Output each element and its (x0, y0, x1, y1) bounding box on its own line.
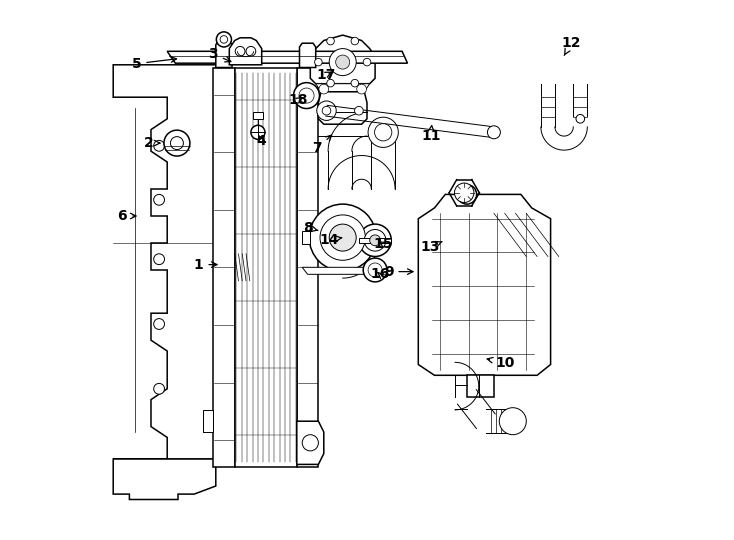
Polygon shape (302, 267, 383, 274)
Circle shape (235, 46, 245, 56)
Circle shape (351, 37, 359, 45)
Polygon shape (203, 410, 213, 432)
Circle shape (317, 101, 336, 120)
Text: 17: 17 (317, 68, 336, 82)
Polygon shape (297, 68, 319, 467)
Polygon shape (467, 375, 494, 397)
Circle shape (302, 435, 319, 451)
Circle shape (153, 319, 164, 329)
Circle shape (368, 117, 399, 147)
Circle shape (153, 254, 164, 265)
Circle shape (454, 183, 474, 202)
Polygon shape (319, 92, 367, 124)
Circle shape (153, 140, 164, 151)
Polygon shape (235, 68, 297, 467)
Circle shape (368, 263, 382, 277)
Circle shape (164, 130, 190, 156)
Polygon shape (229, 38, 262, 65)
Text: 16: 16 (370, 267, 390, 281)
Circle shape (370, 235, 380, 246)
Polygon shape (216, 40, 232, 68)
Polygon shape (113, 65, 216, 459)
Circle shape (355, 106, 363, 115)
Circle shape (170, 137, 184, 150)
Text: 15: 15 (374, 237, 393, 251)
Circle shape (217, 32, 231, 47)
Polygon shape (418, 194, 550, 375)
Circle shape (357, 84, 366, 94)
Circle shape (364, 230, 386, 251)
Text: 7: 7 (313, 135, 332, 156)
Circle shape (319, 84, 329, 94)
Circle shape (322, 106, 331, 115)
Circle shape (309, 204, 377, 271)
Polygon shape (167, 51, 407, 63)
Circle shape (330, 224, 356, 251)
Circle shape (457, 185, 476, 204)
Circle shape (374, 124, 392, 141)
Circle shape (487, 126, 501, 139)
Circle shape (462, 190, 472, 199)
Circle shape (251, 125, 265, 139)
Polygon shape (359, 238, 391, 243)
Circle shape (327, 37, 334, 45)
Polygon shape (302, 231, 310, 244)
Circle shape (330, 49, 356, 76)
Polygon shape (113, 459, 216, 500)
Circle shape (153, 383, 164, 394)
Polygon shape (253, 112, 263, 119)
Text: 1: 1 (194, 258, 217, 272)
Text: 6: 6 (117, 209, 136, 223)
Text: 12: 12 (562, 36, 581, 56)
Polygon shape (213, 68, 235, 467)
Circle shape (246, 46, 255, 56)
Circle shape (363, 58, 371, 66)
Circle shape (576, 114, 584, 123)
Polygon shape (316, 84, 370, 92)
Circle shape (338, 220, 348, 231)
Circle shape (499, 408, 526, 435)
Circle shape (327, 79, 334, 87)
Text: 13: 13 (420, 240, 442, 254)
Text: 8: 8 (302, 221, 318, 235)
Circle shape (299, 88, 314, 103)
Polygon shape (299, 43, 316, 68)
Circle shape (363, 258, 387, 282)
Text: 2: 2 (143, 136, 160, 150)
Circle shape (153, 194, 164, 205)
Polygon shape (330, 219, 356, 232)
Text: 4: 4 (257, 134, 266, 149)
Polygon shape (203, 410, 213, 432)
Text: 3: 3 (208, 47, 231, 62)
Circle shape (335, 55, 349, 69)
Circle shape (351, 79, 359, 87)
Circle shape (315, 58, 322, 66)
Text: 14: 14 (319, 233, 342, 247)
Text: 18: 18 (288, 93, 308, 107)
Text: 10: 10 (487, 356, 515, 370)
Circle shape (359, 224, 391, 256)
Circle shape (320, 215, 366, 260)
Circle shape (294, 83, 319, 109)
Circle shape (220, 36, 228, 43)
Text: 11: 11 (421, 125, 440, 143)
Polygon shape (310, 35, 375, 84)
Text: 5: 5 (131, 57, 177, 71)
Polygon shape (297, 421, 324, 464)
Text: 9: 9 (384, 265, 413, 279)
